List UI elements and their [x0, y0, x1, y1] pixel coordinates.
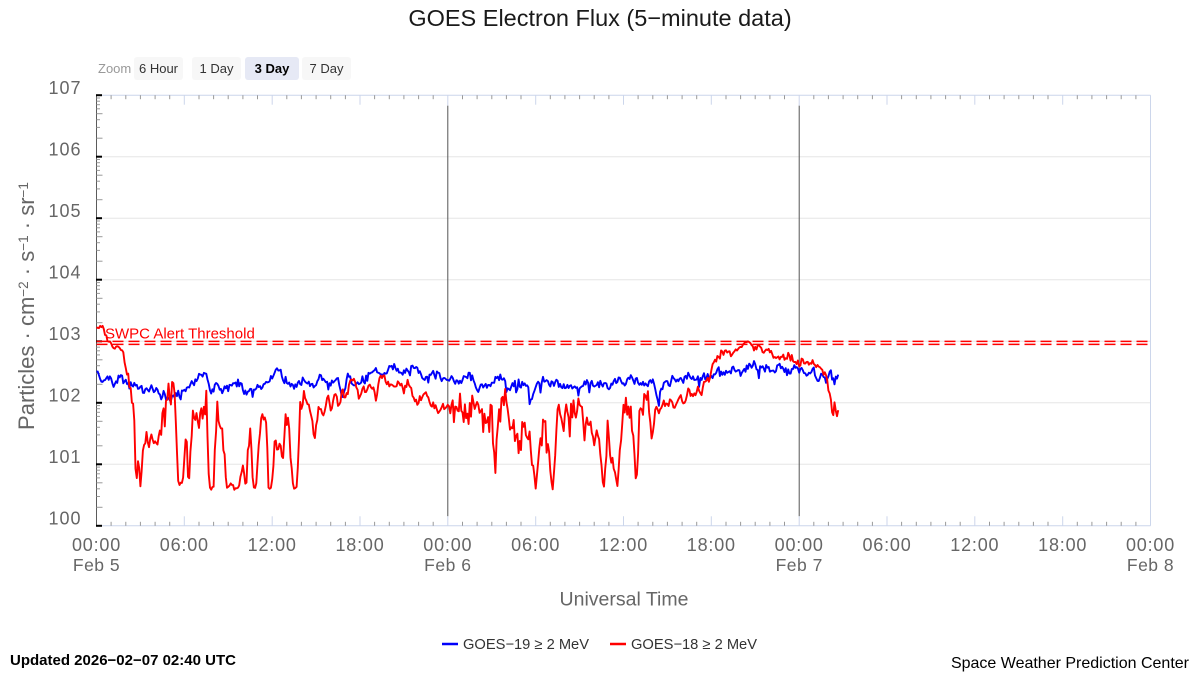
- svg-text:103: 103: [48, 324, 81, 344]
- svg-text:102: 102: [48, 386, 81, 406]
- svg-text:Feb 5: Feb 5: [73, 555, 120, 575]
- svg-text:107: 107: [48, 78, 81, 98]
- svg-text:18:00: 18:00: [335, 535, 384, 555]
- svg-text:18:00: 18:00: [687, 535, 736, 555]
- svg-text:105: 105: [48, 201, 81, 221]
- svg-text:12:00: 12:00: [950, 535, 999, 555]
- svg-text:12:00: 12:00: [599, 535, 648, 555]
- svg-text:Space Weather Prediction Cente: Space Weather Prediction Center: [951, 655, 1190, 672]
- svg-text:Feb 7: Feb 7: [776, 555, 823, 575]
- svg-text:12:00: 12:00: [248, 535, 297, 555]
- svg-text:06:00: 06:00: [160, 535, 209, 555]
- svg-text:SWPC Alert Threshold: SWPC Alert Threshold: [105, 326, 255, 343]
- svg-text:Feb 6: Feb 6: [424, 555, 471, 575]
- svg-text:00:00: 00:00: [72, 535, 121, 555]
- svg-text:Updated 2026−02−07 02:40 UTC: Updated 2026−02−07 02:40 UTC: [10, 652, 236, 669]
- svg-text:00:00: 00:00: [775, 535, 824, 555]
- svg-text:100: 100: [48, 509, 81, 529]
- svg-text:00:00: 00:00: [1126, 535, 1175, 555]
- svg-text:101: 101: [48, 447, 81, 467]
- svg-text:06:00: 06:00: [511, 535, 560, 555]
- svg-text:06:00: 06:00: [862, 535, 911, 555]
- svg-text:Universal Time: Universal Time: [560, 589, 689, 611]
- svg-text:Particles · cm−2 · s−1 · sr−1: Particles · cm−2 · s−1 · sr−1: [14, 182, 39, 430]
- svg-text:GOES−18 ≥ 2 MeV: GOES−18 ≥ 2 MeV: [631, 637, 757, 653]
- svg-text:104: 104: [48, 262, 81, 282]
- svg-text:GOES−19 ≥ 2 MeV: GOES−19 ≥ 2 MeV: [463, 637, 589, 653]
- svg-text:18:00: 18:00: [1038, 535, 1087, 555]
- svg-text:Feb 8: Feb 8: [1127, 555, 1174, 575]
- svg-text:00:00: 00:00: [423, 535, 472, 555]
- svg-text:106: 106: [48, 139, 81, 159]
